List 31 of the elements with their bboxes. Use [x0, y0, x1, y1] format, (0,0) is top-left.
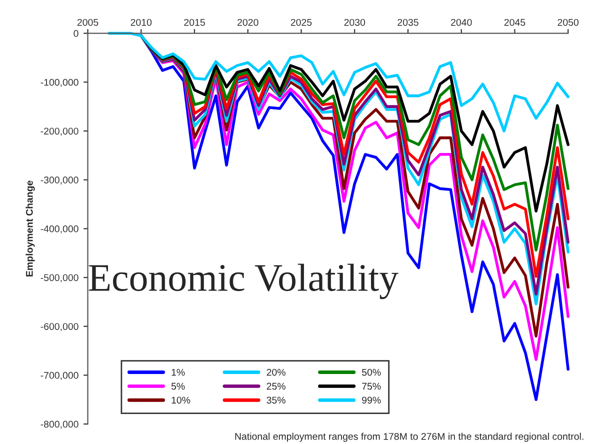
x-tick-label: 2035	[398, 18, 418, 26]
y-tick-label: -500,000	[40, 274, 78, 282]
legend-label: 25%	[266, 382, 286, 390]
text: National employment ranges from 178M to 276M in the standard regional control.	[235, 432, 584, 442]
legend-label: 10%	[172, 396, 190, 404]
y-tick-label: -400,000	[40, 225, 78, 234]
y-axis-title: Employment Change	[26, 180, 35, 276]
x-tick-label: 2030	[344, 18, 366, 26]
legend-label: 50%	[362, 368, 381, 376]
legend-label: 99%	[362, 396, 381, 404]
x-tick-label: 2010	[130, 18, 152, 26]
y-tick-label: -300,000	[40, 176, 78, 185]
legend-label: 75%	[362, 382, 381, 390]
legend-label: 20%	[266, 368, 286, 376]
x-tick-label: 2020	[238, 18, 258, 26]
y-tick-label: -700,000	[40, 372, 78, 380]
text: Economic Volatility	[88, 264, 398, 300]
x-tick-label: 2050	[558, 18, 579, 26]
x-tick-label: 2015	[184, 18, 205, 26]
y-tick-label: -800,000	[40, 420, 78, 429]
y-tick-label: -600,000	[40, 323, 78, 332]
x-tick-label: 2040	[451, 18, 472, 26]
y-tick-label: -200,000	[40, 128, 78, 136]
x-tick-label: 2045	[504, 18, 526, 26]
x-tick-label: 2025	[290, 18, 312, 26]
legend-label: 35%	[266, 396, 286, 404]
legend-label: 5%	[171, 382, 185, 390]
y-tick-label: 0	[74, 30, 78, 37]
legend-label: 1%	[172, 368, 185, 376]
y-tick-label: -100,000	[40, 78, 78, 87]
x-tick-label: 2005	[77, 18, 98, 26]
